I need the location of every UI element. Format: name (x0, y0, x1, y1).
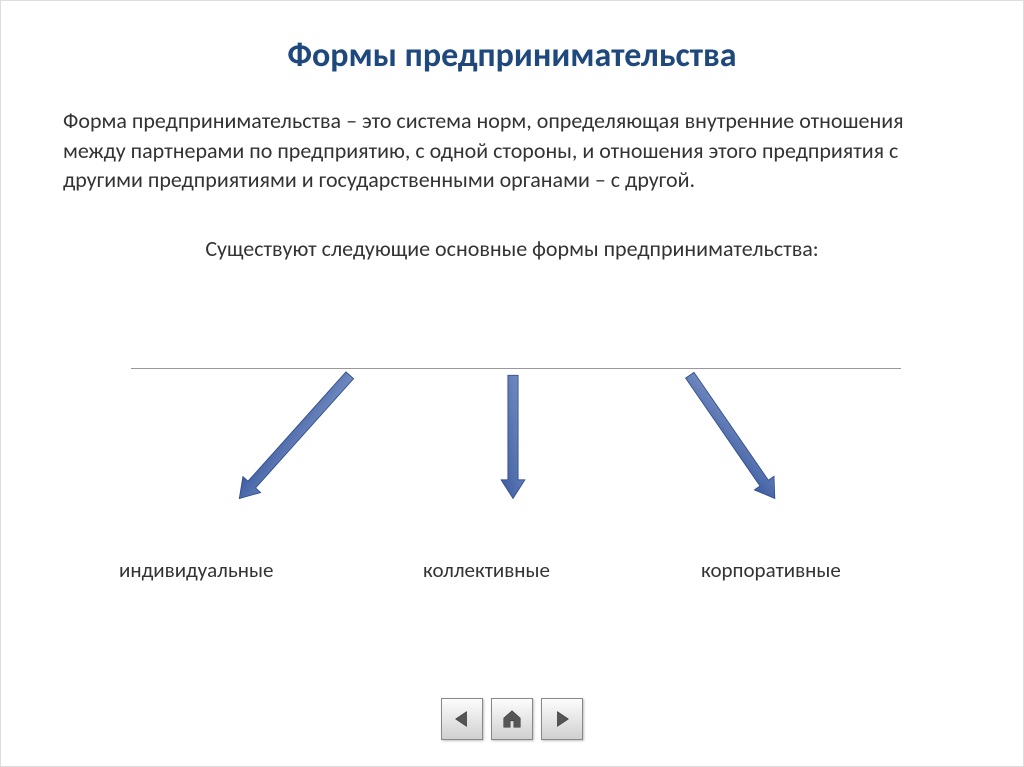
definition-paragraph: Форма предпринимательства – это система … (63, 106, 961, 195)
arrow-icon (230, 371, 358, 506)
arrow-icon (680, 371, 785, 505)
subtitle-text: Существуют следующие основные формы пред… (63, 235, 961, 262)
branch-label: коллективные (423, 557, 550, 583)
arrow-icon (501, 375, 525, 498)
nav-button-row (441, 698, 583, 740)
slide: Формы предпринимательства Форма предприн… (0, 0, 1024, 767)
prev-button[interactable] (441, 698, 483, 740)
arrows-svg (1, 371, 1024, 541)
triangle-left-icon (451, 708, 473, 730)
home-icon (501, 708, 523, 730)
slide-title: Формы предпринимательства (1, 35, 1023, 76)
triangle-right-icon (551, 708, 573, 730)
divider-line (131, 368, 901, 369)
next-button[interactable] (541, 698, 583, 740)
branch-label: индивидуальные (119, 557, 273, 583)
branch-label: корпоративные (701, 557, 841, 583)
home-button[interactable] (491, 698, 533, 740)
